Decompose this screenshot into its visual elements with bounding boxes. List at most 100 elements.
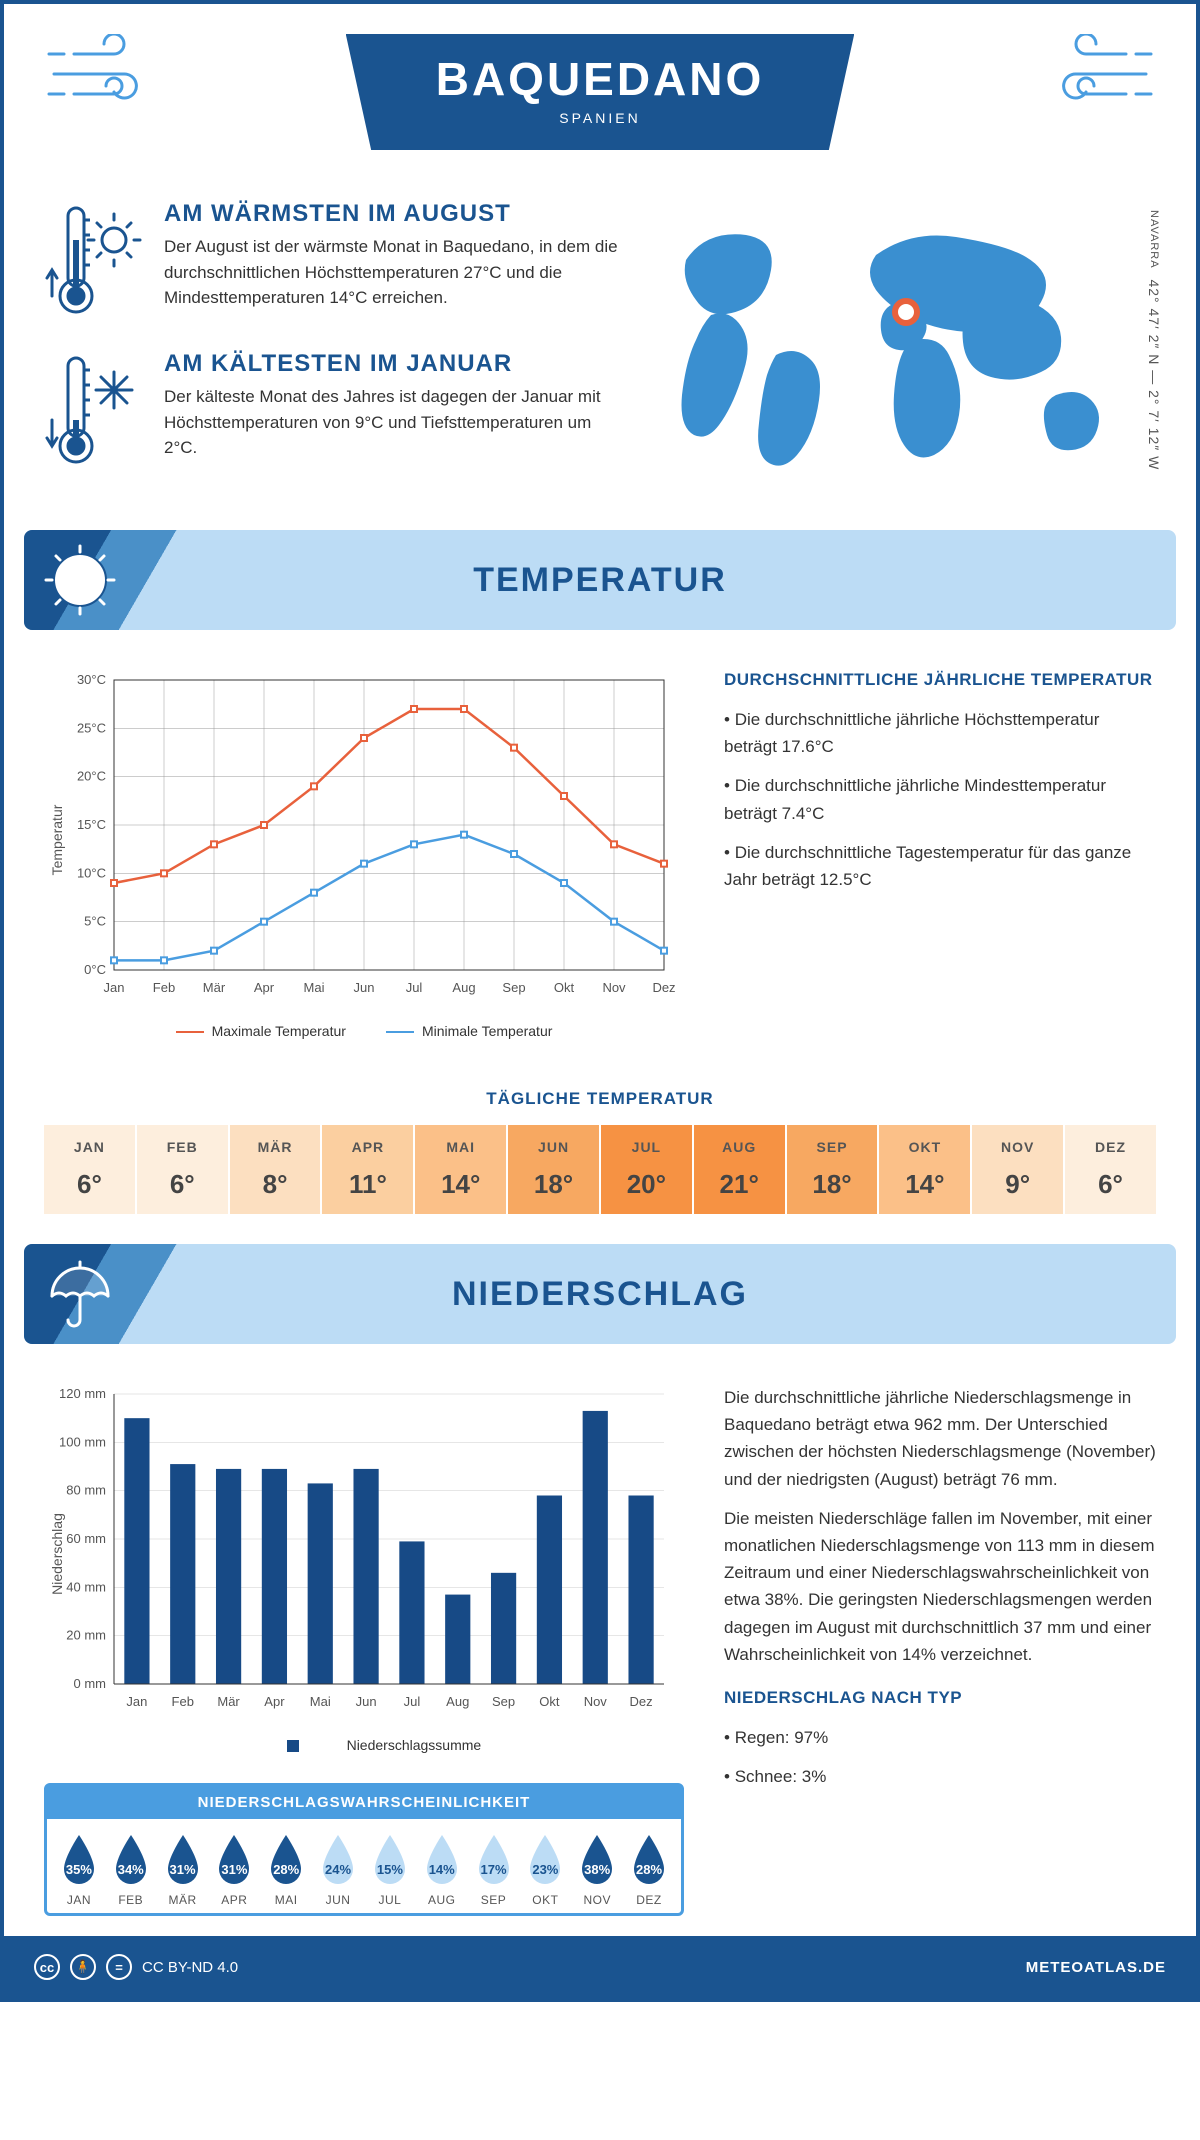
probability-month: AUG xyxy=(416,1893,468,1907)
probability-month: JAN xyxy=(53,1893,105,1907)
probability-month: MAI xyxy=(260,1893,312,1907)
daily-value: 8° xyxy=(230,1169,321,1200)
daily-value: 20° xyxy=(601,1169,692,1200)
svg-text:Dez: Dez xyxy=(652,980,675,995)
coldest-fact: AM KÄLTESTEN IM JANUAR Der kälteste Mona… xyxy=(44,350,626,470)
probability-cell: 14% AUG xyxy=(416,1833,468,1907)
svg-text:Mai: Mai xyxy=(310,1694,331,1709)
daily-month: JAN xyxy=(44,1139,135,1155)
probability-title: NIEDERSCHLAGSWAHRSCHEINLICHKEIT xyxy=(47,1786,681,1819)
probability-month: MÄR xyxy=(157,1893,209,1907)
probability-value: 31% xyxy=(162,1862,204,1877)
daily-temp-title: TÄGLICHE TEMPERATUR xyxy=(4,1089,1196,1109)
temperature-body: 0°C5°C10°C15°C20°C25°C30°CJanFebMärAprMa… xyxy=(4,640,1196,1059)
svg-text:15°C: 15°C xyxy=(77,817,106,832)
thermometer-cold-icon xyxy=(44,350,144,470)
title-banner: BAQUEDANO SPANIEN xyxy=(346,34,855,150)
sun-icon xyxy=(42,542,118,618)
daily-month: SEP xyxy=(787,1139,878,1155)
temperature-bullets: Die durchschnittliche jährliche Höchstte… xyxy=(724,706,1156,893)
precipitation-body: 0 mm20 mm40 mm60 mm80 mm100 mm120 mmJanF… xyxy=(4,1354,1196,1936)
svg-text:Okt: Okt xyxy=(539,1694,560,1709)
raindrop-icon: 23% xyxy=(524,1833,566,1887)
daily-temp-cell: NOV 9° xyxy=(972,1125,1065,1214)
probability-value: 24% xyxy=(317,1862,359,1877)
precipitation-type-bullet: Schnee: 3% xyxy=(724,1763,1156,1790)
by-icon: 🧍 xyxy=(70,1954,96,1980)
coldest-title: AM KÄLTESTEN IM JANUAR xyxy=(164,350,626,378)
probability-cell: 17% SEP xyxy=(468,1833,520,1907)
cc-icon: cc xyxy=(34,1954,60,1980)
svg-text:20 mm: 20 mm xyxy=(66,1628,106,1643)
temperature-legend: Maximale Temperatur Minimale Temperatur xyxy=(44,1023,684,1039)
probability-value: 17% xyxy=(473,1862,515,1877)
probability-month: SEP xyxy=(468,1893,520,1907)
raindrop-icon: 28% xyxy=(628,1833,670,1887)
svg-text:10°C: 10°C xyxy=(77,865,106,880)
temperature-stats-title: DURCHSCHNITTLICHE JÄHRLICHE TEMPERATUR xyxy=(724,670,1156,690)
svg-text:5°C: 5°C xyxy=(84,914,106,929)
probability-value: 31% xyxy=(213,1862,255,1877)
warmest-fact: AM WÄRMSTEN IM AUGUST Der August ist der… xyxy=(44,200,626,320)
probability-cell: 28% MAI xyxy=(260,1833,312,1907)
region-label: NAVARRA xyxy=(1148,210,1160,269)
probability-month: APR xyxy=(208,1893,260,1907)
probability-value: 23% xyxy=(524,1862,566,1877)
probability-month: NOV xyxy=(571,1893,623,1907)
daily-month: JUL xyxy=(601,1139,692,1155)
daily-value: 6° xyxy=(1065,1169,1156,1200)
coldest-text: Der kälteste Monat des Jahres ist dagege… xyxy=(164,384,626,461)
precipitation-legend-label: Niederschlagssumme xyxy=(311,1737,482,1753)
probability-cell: 24% JUN xyxy=(312,1833,364,1907)
daily-month: DEZ xyxy=(1065,1139,1156,1155)
precipitation-bar-chart: 0 mm20 mm40 mm60 mm80 mm100 mm120 mmJanF… xyxy=(44,1384,684,1724)
daily-temp-cell: SEP 18° xyxy=(787,1125,880,1214)
world-map xyxy=(656,200,1156,480)
svg-text:60 mm: 60 mm xyxy=(66,1531,106,1546)
raindrop-icon: 31% xyxy=(162,1833,204,1887)
daily-value: 18° xyxy=(787,1169,878,1200)
page-title: BAQUEDANO xyxy=(436,52,765,106)
daily-value: 14° xyxy=(415,1169,506,1200)
daily-month: JUN xyxy=(508,1139,599,1155)
probability-value: 34% xyxy=(110,1862,152,1877)
wind-icon xyxy=(44,34,154,114)
temperature-line-chart: 0°C5°C10°C15°C20°C25°C30°CJanFebMärAprMa… xyxy=(44,670,684,1010)
probability-cell: 31% APR xyxy=(208,1833,260,1907)
svg-text:Sep: Sep xyxy=(492,1694,515,1709)
svg-text:Dez: Dez xyxy=(630,1694,653,1709)
svg-text:30°C: 30°C xyxy=(77,672,106,687)
temperature-banner: TEMPERATUR xyxy=(24,530,1176,630)
daily-month: MAI xyxy=(415,1139,506,1155)
probability-cell: 35% JAN xyxy=(53,1833,105,1907)
raindrop-icon: 28% xyxy=(265,1833,307,1887)
probability-value: 15% xyxy=(369,1862,411,1877)
svg-text:Okt: Okt xyxy=(554,980,575,995)
probability-cell: 23% OKT xyxy=(519,1833,571,1907)
legend-max: Maximale Temperatur xyxy=(176,1023,346,1039)
probability-cell: 38% NOV xyxy=(571,1833,623,1907)
probability-cell: 28% DEZ xyxy=(623,1833,675,1907)
daily-temp-cell: JUN 18° xyxy=(508,1125,601,1214)
svg-text:Aug: Aug xyxy=(446,1694,469,1709)
warmest-text: Der August ist der wärmste Monat in Baqu… xyxy=(164,234,626,311)
svg-text:Feb: Feb xyxy=(153,980,175,995)
svg-text:100 mm: 100 mm xyxy=(59,1434,106,1449)
svg-text:Nov: Nov xyxy=(584,1694,608,1709)
header: BAQUEDANO SPANIEN xyxy=(4,4,1196,170)
daily-temp-cell: JUL 20° xyxy=(601,1125,694,1214)
daily-temp-cell: AUG 21° xyxy=(694,1125,787,1214)
legend-min: Minimale Temperatur xyxy=(386,1023,552,1039)
probability-cell: 34% FEB xyxy=(105,1833,157,1907)
license-text: CC BY-ND 4.0 xyxy=(142,1959,238,1976)
svg-text:Mär: Mär xyxy=(203,980,226,995)
svg-text:Aug: Aug xyxy=(452,980,475,995)
location-marker xyxy=(895,301,917,323)
raindrop-icon: 35% xyxy=(58,1833,100,1887)
svg-text:Apr: Apr xyxy=(254,980,275,995)
daily-temp-cell: OKT 14° xyxy=(879,1125,972,1214)
svg-text:Mär: Mär xyxy=(217,1694,240,1709)
svg-text:0 mm: 0 mm xyxy=(74,1676,107,1691)
svg-text:25°C: 25°C xyxy=(77,720,106,735)
svg-text:40 mm: 40 mm xyxy=(66,1579,106,1594)
